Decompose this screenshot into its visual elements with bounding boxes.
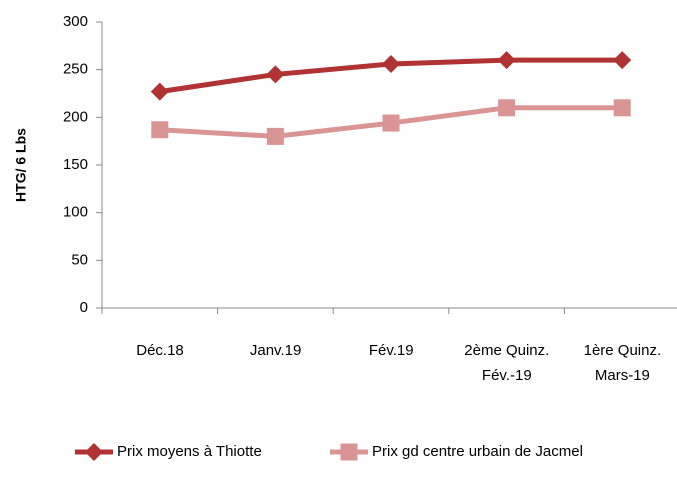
legend-label: Prix gd centre urbain de Jacmel xyxy=(372,443,583,460)
y-tick-label: 250 xyxy=(63,61,88,78)
y-tick-label: 0 xyxy=(80,299,88,316)
y-axis-label: HTG/ 6 Lbs xyxy=(13,128,29,202)
data-point xyxy=(266,127,284,145)
y-tick-label: 150 xyxy=(63,156,88,173)
x-tick-label: Janv.19 xyxy=(249,342,302,359)
x-tick-label: Déc.18 xyxy=(136,342,184,359)
x-tick-label: 2ème Quinz. Fév.-19 xyxy=(464,342,550,384)
legend-marker xyxy=(340,443,358,461)
data-point xyxy=(266,65,285,84)
x-tick-label: 1ère Quinz. Mars-19 xyxy=(583,342,662,384)
data-point xyxy=(150,82,169,101)
y-tick-label: 100 xyxy=(63,204,88,221)
legend-marker xyxy=(85,443,103,461)
y-tick-label: 50 xyxy=(71,251,88,268)
data-point xyxy=(382,54,400,73)
legend-label: Prix moyens à Thiotte xyxy=(117,443,262,460)
data-point xyxy=(613,99,631,117)
data-point xyxy=(498,99,516,117)
data-point xyxy=(497,51,516,70)
x-tick-label: Fév.19 xyxy=(368,342,414,359)
data-point xyxy=(151,121,169,139)
data-point xyxy=(613,51,632,70)
y-tick-label: 200 xyxy=(63,108,88,125)
data-point xyxy=(382,114,400,132)
y-tick-label: 300 xyxy=(63,13,88,30)
